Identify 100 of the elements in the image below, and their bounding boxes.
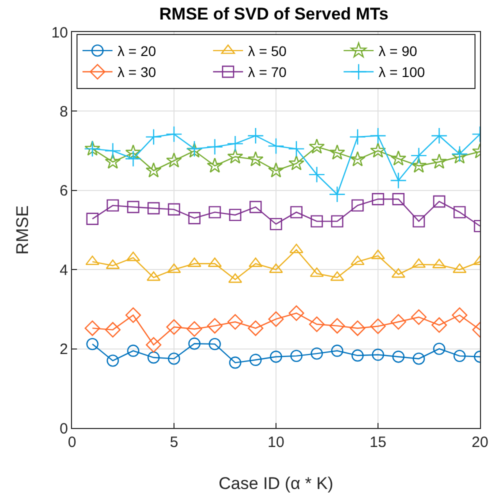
point [310,347,323,360]
point [454,350,466,362]
point [288,155,304,170]
point [207,318,223,334]
y-tick-label: 0 [60,420,68,438]
point [268,311,284,327]
point [247,127,264,144]
point [430,127,448,144]
point [268,138,284,154]
point [105,322,121,338]
point [146,337,162,353]
y-tick-label: 4 [60,262,68,279]
x-axis-title: Case ID (α * K) [218,474,334,493]
point [350,320,366,336]
point [250,354,262,366]
legend-label: λ = 100 [378,64,426,80]
point [206,158,223,173]
point [124,150,142,168]
point [145,128,162,146]
point [148,202,160,214]
point [104,142,122,160]
point [186,321,202,337]
point [390,150,406,166]
point [410,147,428,164]
point [349,128,366,146]
point [308,166,326,183]
point [372,193,384,206]
point [352,349,364,362]
point [412,352,425,365]
point [229,356,242,369]
point [188,212,200,224]
point [329,144,346,160]
point [431,154,448,169]
point [268,162,284,178]
point [127,344,140,357]
point [390,172,407,189]
point [392,193,404,206]
point [148,351,160,364]
y-tick-label: 2 [60,341,68,358]
point [227,148,244,164]
point [106,199,119,212]
point [288,305,304,321]
point [288,140,305,158]
point [166,126,182,142]
point [308,138,325,154]
y-tick-label: 6 [60,182,68,200]
x-tick-label: 10 [268,434,284,451]
legend-label: λ = 90 [378,43,418,60]
point [454,206,466,218]
point [410,158,427,173]
point [166,319,182,335]
y-tick-label: 10 [51,24,68,42]
point [84,320,100,336]
point [146,162,162,178]
point [310,215,323,228]
point [329,318,345,334]
x-tick-label: 15 [370,434,386,451]
point [106,354,119,367]
point [270,350,282,363]
point [433,342,446,355]
point [331,215,344,228]
point [248,320,264,336]
x-tick-label: 20 [472,434,488,451]
point [168,203,180,216]
point [370,142,386,158]
point [166,152,182,168]
point [86,338,98,350]
chart-title: RMSE of SVD of Served MTs [159,4,389,24]
point [226,135,244,152]
point [104,154,121,169]
point [370,127,386,144]
point [370,318,386,334]
point [452,307,468,323]
legend-label: λ = 50 [248,43,287,60]
point [208,338,221,350]
point [433,195,446,208]
point [250,200,262,214]
point [331,344,344,357]
point [350,151,366,166]
point [390,314,406,330]
legend-label: λ = 20 [118,43,156,60]
point [227,314,243,330]
point [412,215,425,228]
point [431,317,447,333]
point [352,199,364,212]
x-tick-label: 5 [170,434,178,451]
point [371,250,385,260]
point [168,352,180,365]
point [248,151,264,166]
point [208,206,221,218]
legend-label: λ = 30 [118,64,156,80]
point [127,200,140,214]
point [188,338,200,350]
point [290,350,302,362]
point [125,307,141,323]
point [328,186,346,203]
point [270,218,282,230]
point [309,316,325,332]
point [86,212,98,226]
y-tick-label: 8 [60,103,68,120]
